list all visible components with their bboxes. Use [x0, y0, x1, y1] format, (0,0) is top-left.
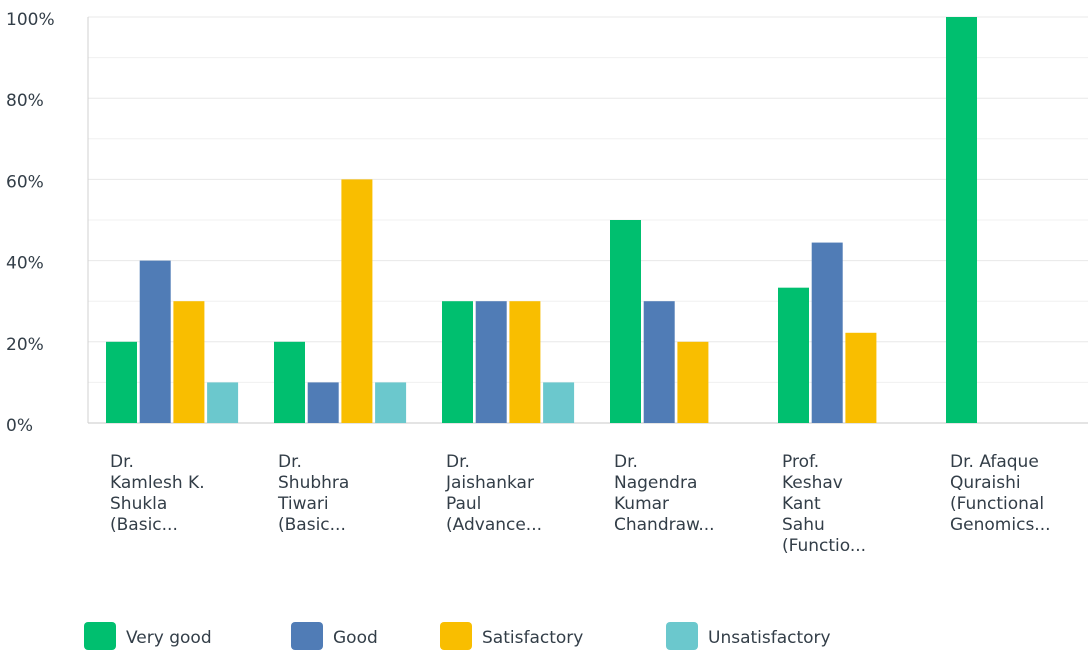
bar: [274, 341, 305, 423]
y-tick-label: 40%: [6, 254, 44, 274]
bar: [341, 179, 373, 423]
bar: [643, 301, 675, 423]
y-tick-label: 100%: [6, 10, 55, 30]
legend-label: Unsatisfactory: [708, 628, 831, 648]
legend-label: Satisfactory: [482, 628, 583, 648]
x-tick-label: (Functional: [950, 494, 1044, 514]
x-tick-label: Paul: [446, 494, 481, 514]
bar: [946, 17, 977, 423]
x-tick-label: Kumar: [614, 494, 669, 514]
x-tick-label: Chandraw...: [614, 515, 715, 535]
legend-swatch: [666, 622, 698, 650]
x-tick-label: Dr.: [278, 452, 302, 472]
x-tick-label: Keshav: [782, 473, 843, 493]
x-tick-label: Jaishankar: [445, 473, 534, 493]
bar: [442, 301, 473, 423]
bar: [375, 382, 407, 423]
legend-swatch: [84, 622, 116, 650]
x-tick-label: Dr.: [446, 452, 470, 472]
y-tick-label: 0%: [6, 416, 33, 436]
legend-label: Good: [333, 628, 378, 648]
x-tick-label: Shubhra: [278, 473, 349, 493]
x-tick-label: Sahu: [782, 515, 825, 535]
bar: [173, 301, 205, 423]
x-tick-label: Kant: [782, 494, 821, 514]
x-tick-label: Dr.: [614, 452, 638, 472]
bar: [207, 382, 239, 423]
bar: [610, 220, 641, 423]
bar: [845, 332, 877, 423]
x-tick-label: Dr. Afaque: [950, 452, 1039, 472]
legend-swatch: [291, 622, 323, 650]
x-tick-label: (Advance...: [446, 515, 542, 535]
bar: [475, 301, 507, 423]
x-tick-label: Genomics...: [950, 515, 1051, 535]
x-tick-label: Shukla: [110, 494, 167, 514]
x-tick-label: Quraishi: [950, 473, 1021, 493]
x-tick-label: (Basic...: [110, 515, 178, 535]
bar: [307, 382, 339, 423]
bar: [139, 260, 171, 423]
legend-label: Very good: [126, 628, 212, 648]
x-tick-label: Nagendra: [614, 473, 697, 493]
bar: [543, 382, 575, 423]
y-tick-label: 60%: [6, 172, 44, 192]
bar: [677, 341, 709, 423]
x-tick-label: Prof.: [782, 452, 819, 472]
bar: [778, 287, 809, 423]
legend-swatch: [440, 622, 472, 650]
bar: [509, 301, 541, 423]
x-tick-label: Tiwari: [277, 494, 329, 514]
y-tick-label: 80%: [6, 91, 44, 111]
bar: [811, 242, 843, 423]
y-tick-label: 20%: [6, 335, 44, 355]
bar: [106, 341, 137, 423]
x-tick-label: Kamlesh K.: [110, 473, 205, 493]
x-tick-label: (Basic...: [278, 515, 346, 535]
x-tick-label: (Functio...: [782, 536, 866, 556]
x-tick-label: Dr.: [110, 452, 134, 472]
